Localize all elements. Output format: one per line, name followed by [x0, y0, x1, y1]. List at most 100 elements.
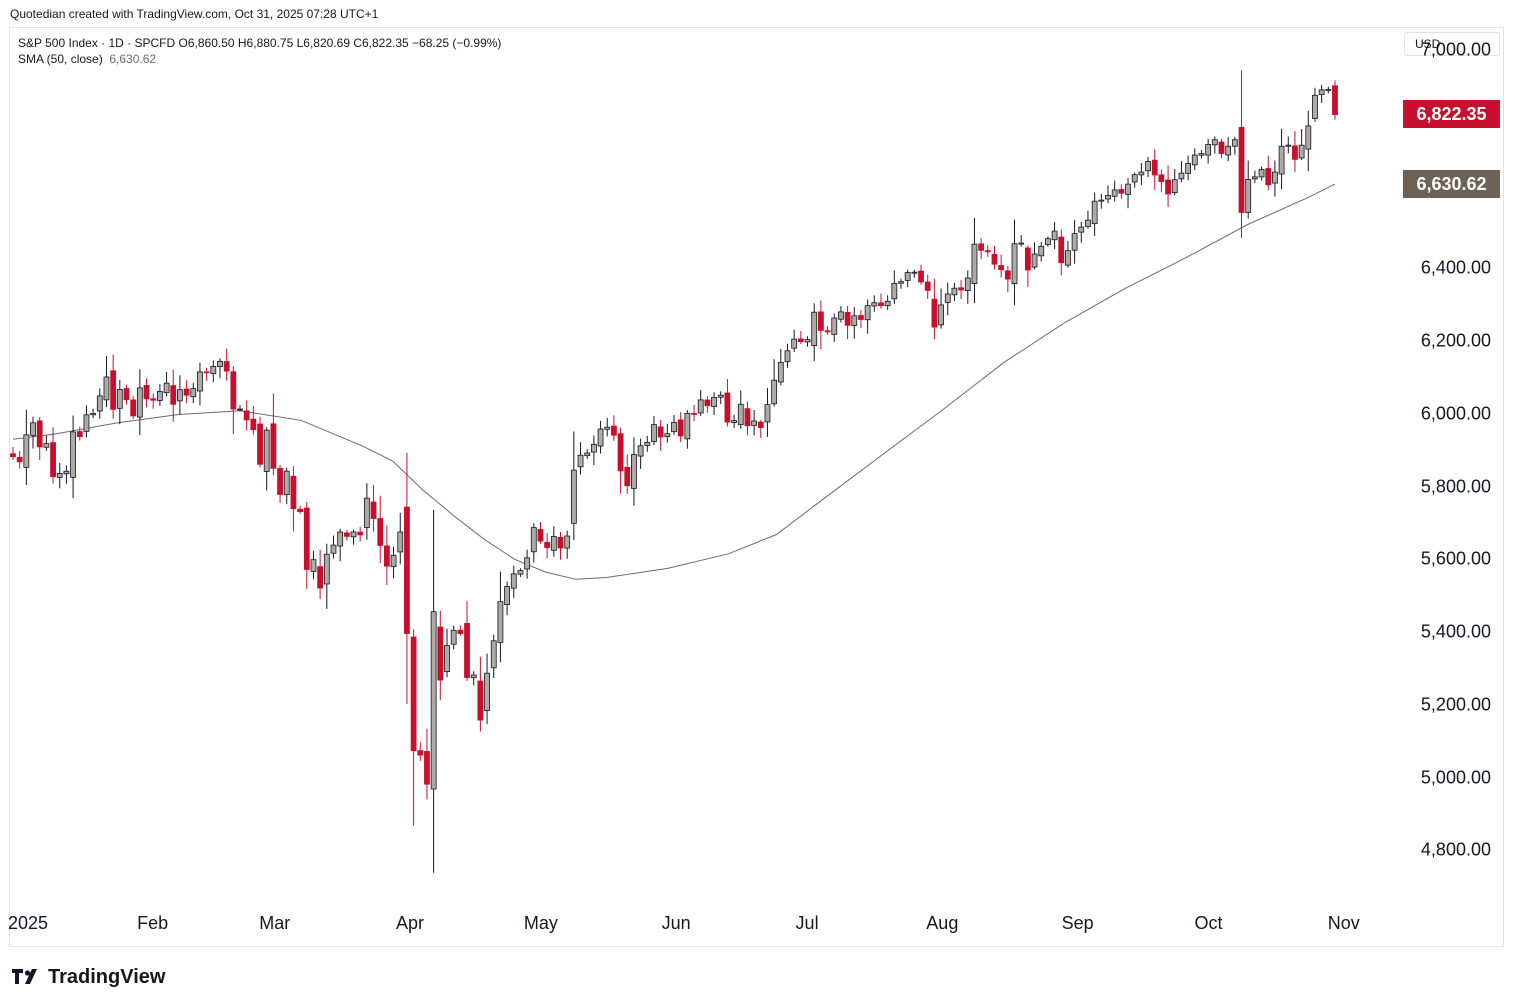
- candle[interactable]: [964, 270, 971, 304]
- candle[interactable]: [891, 270, 898, 305]
- candle[interactable]: [490, 634, 497, 678]
- candle[interactable]: [978, 238, 985, 260]
- candle[interactable]: [404, 452, 410, 705]
- candle[interactable]: [1131, 172, 1138, 188]
- candle[interactable]: [350, 529, 357, 545]
- candle[interactable]: [430, 509, 437, 873]
- candle[interactable]: [377, 495, 384, 564]
- candle[interactable]: [397, 512, 404, 565]
- candle[interactable]: [938, 288, 944, 329]
- candle[interactable]: [744, 401, 751, 436]
- candle[interactable]: [477, 656, 484, 732]
- candle[interactable]: [217, 358, 223, 379]
- candle[interactable]: [724, 379, 731, 427]
- candle[interactable]: [631, 437, 637, 506]
- candle[interactable]: [651, 416, 657, 446]
- candle[interactable]: [524, 549, 531, 579]
- candle[interactable]: [190, 382, 197, 403]
- candle[interactable]: [677, 412, 684, 443]
- candle[interactable]: [30, 416, 36, 449]
- candle[interactable]: [103, 356, 110, 407]
- candle[interactable]: [263, 427, 270, 491]
- candle[interactable]: [597, 420, 604, 454]
- candle[interactable]: [751, 410, 758, 436]
- candle[interactable]: [871, 295, 878, 312]
- candle[interactable]: [858, 310, 864, 329]
- candle[interactable]: [310, 550, 317, 580]
- candle[interactable]: [23, 409, 30, 486]
- candle[interactable]: [564, 530, 571, 559]
- candle[interactable]: [170, 369, 177, 422]
- candle[interactable]: [884, 295, 891, 310]
- tradingview-brand[interactable]: TradingView: [12, 966, 165, 989]
- candle[interactable]: [1125, 177, 1131, 209]
- candle[interactable]: [1098, 193, 1105, 209]
- candle[interactable]: [1178, 161, 1185, 183]
- candle[interactable]: [10, 446, 16, 460]
- candle[interactable]: [971, 217, 978, 304]
- candle[interactable]: [457, 625, 464, 636]
- candle[interactable]: [444, 628, 450, 678]
- candle[interactable]: [951, 282, 958, 302]
- candle[interactable]: [1278, 128, 1285, 190]
- candle[interactable]: [96, 388, 103, 419]
- candle[interactable]: [804, 336, 811, 347]
- candle[interactable]: [110, 354, 117, 419]
- candle[interactable]: [1138, 163, 1145, 186]
- candle[interactable]: [357, 526, 364, 542]
- candle[interactable]: [317, 549, 324, 599]
- candle[interactable]: [691, 404, 697, 422]
- candle[interactable]: [1065, 240, 1071, 268]
- candle[interactable]: [303, 502, 310, 590]
- candle[interactable]: [1004, 265, 1011, 293]
- candle[interactable]: [1185, 155, 1192, 181]
- candle[interactable]: [464, 601, 470, 682]
- candle[interactable]: [177, 375, 183, 415]
- candle[interactable]: [577, 442, 584, 475]
- candle[interactable]: [657, 419, 664, 451]
- candle[interactable]: [43, 435, 50, 451]
- candle[interactable]: [878, 293, 884, 309]
- candle[interactable]: [257, 416, 263, 468]
- candle[interactable]: [330, 535, 337, 559]
- candle[interactable]: [617, 427, 624, 494]
- candle[interactable]: [757, 419, 764, 439]
- candle[interactable]: [550, 526, 557, 557]
- candle[interactable]: [1198, 150, 1205, 159]
- candle[interactable]: [1031, 242, 1038, 270]
- candle[interactable]: [1051, 222, 1058, 250]
- candle[interactable]: [417, 742, 424, 761]
- candle[interactable]: [277, 465, 283, 503]
- candle[interactable]: [958, 280, 965, 300]
- candle[interactable]: [143, 378, 150, 408]
- candle[interactable]: [1238, 70, 1245, 238]
- candle[interactable]: [16, 451, 23, 469]
- candle[interactable]: [410, 629, 417, 826]
- candle[interactable]: [203, 367, 210, 381]
- candle[interactable]: [711, 392, 717, 416]
- candle[interactable]: [1285, 136, 1292, 154]
- candle[interactable]: [370, 485, 377, 532]
- candle[interactable]: [517, 568, 524, 577]
- candle[interactable]: [904, 269, 911, 288]
- candle[interactable]: [497, 571, 504, 663]
- candle[interactable]: [243, 400, 250, 431]
- candle[interactable]: [1171, 169, 1178, 196]
- candle[interactable]: [671, 414, 677, 435]
- candle[interactable]: [1078, 221, 1085, 243]
- candle[interactable]: [771, 359, 778, 407]
- candle[interactable]: [183, 380, 190, 404]
- candle[interactable]: [163, 371, 170, 397]
- candle[interactable]: [210, 360, 217, 383]
- candle[interactable]: [924, 274, 931, 299]
- candle[interactable]: [1245, 160, 1252, 219]
- candle[interactable]: [337, 528, 344, 562]
- candle[interactable]: [717, 391, 724, 405]
- candle[interactable]: [1091, 192, 1098, 236]
- candle[interactable]: [777, 348, 784, 386]
- candle[interactable]: [764, 388, 771, 437]
- candle[interactable]: [537, 522, 544, 544]
- candle[interactable]: [684, 410, 691, 449]
- candle[interactable]: [136, 369, 143, 435]
- candle[interactable]: [791, 329, 798, 353]
